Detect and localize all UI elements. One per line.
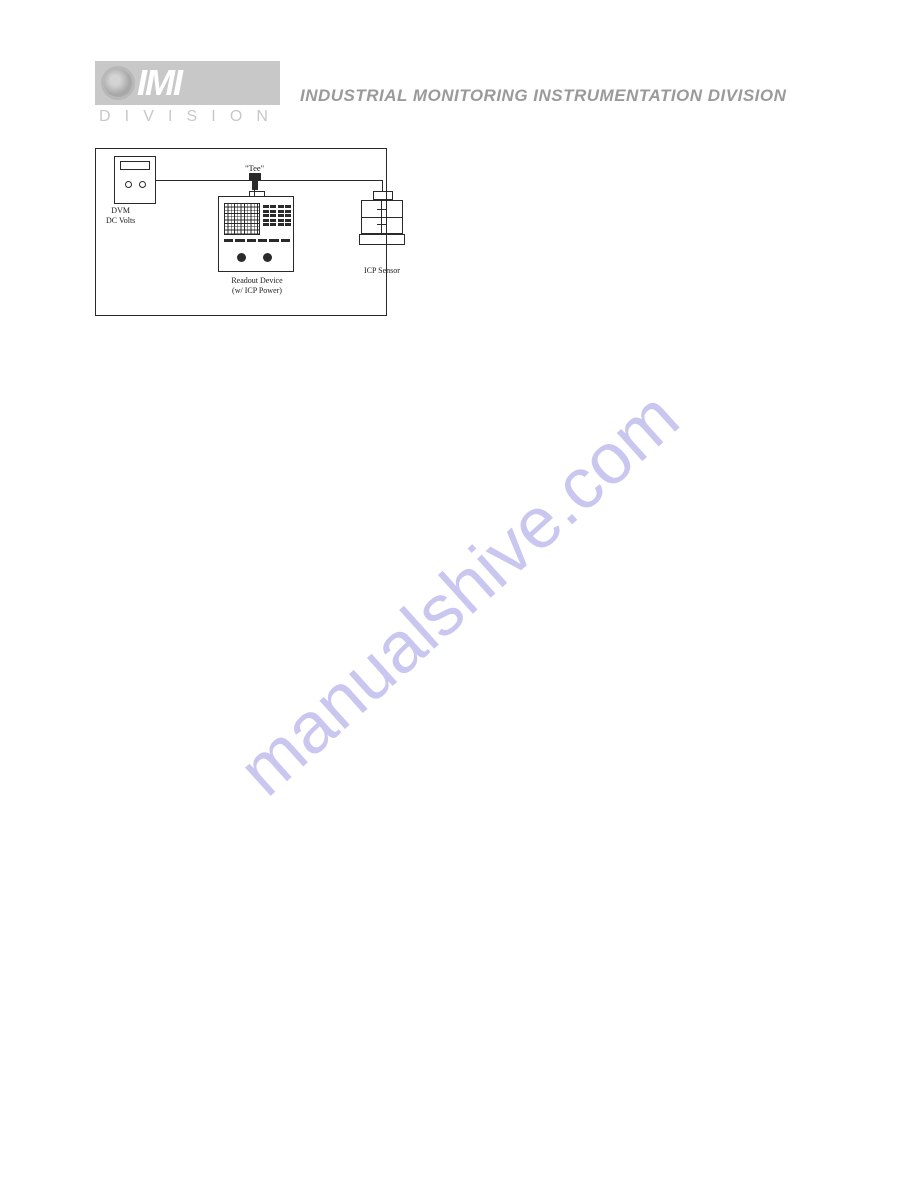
header-title: INDUSTRIAL MONITORING INSTRUMENTATION DI… — [300, 86, 786, 106]
watermark: manualshive.com — [223, 376, 694, 812]
logo-subtitle: DIVISION — [95, 105, 280, 129]
logo-text: IMI — [137, 65, 181, 101]
sensor-connector — [373, 191, 393, 200]
readout-buttons — [263, 205, 291, 226]
page-header: IMI DIVISION INDUSTRIAL MONITORING INSTR… — [95, 60, 830, 132]
tee-connector — [249, 173, 261, 180]
readout-knob-right — [263, 253, 272, 262]
logo-emblem-icon — [101, 66, 135, 100]
dvm-screen — [120, 161, 150, 170]
readout-screen-grid — [224, 203, 260, 235]
sensor-tick — [377, 209, 387, 210]
icp-sensor — [359, 191, 405, 245]
sensor-tick — [377, 224, 387, 225]
readout-low-buttons — [224, 239, 290, 242]
dvm-knob-left — [125, 181, 132, 188]
dvm-knob-right — [139, 181, 146, 188]
sensor-base — [359, 234, 405, 245]
readout-device — [218, 196, 294, 272]
readout-label: Readout Device (w/ ICP Power) — [216, 276, 298, 295]
readout-connector — [249, 191, 265, 197]
sensor-divider-h — [362, 217, 402, 218]
sensor-label: ICP Sensor — [354, 266, 410, 275]
tee-label: "Tee" — [245, 163, 264, 173]
readout-knob-left — [237, 253, 246, 262]
dvm-box — [114, 156, 156, 204]
wiring-diagram: DVM DC Volts "Tee" — [95, 148, 387, 316]
page-content: IMI DIVISION INDUSTRIAL MONITORING INSTR… — [95, 60, 830, 132]
imi-logo: IMI DIVISION — [95, 61, 280, 131]
wire-horizontal — [156, 180, 383, 181]
logo-top-bar: IMI — [95, 61, 280, 105]
dvm-label: DVM DC Volts — [106, 206, 135, 225]
